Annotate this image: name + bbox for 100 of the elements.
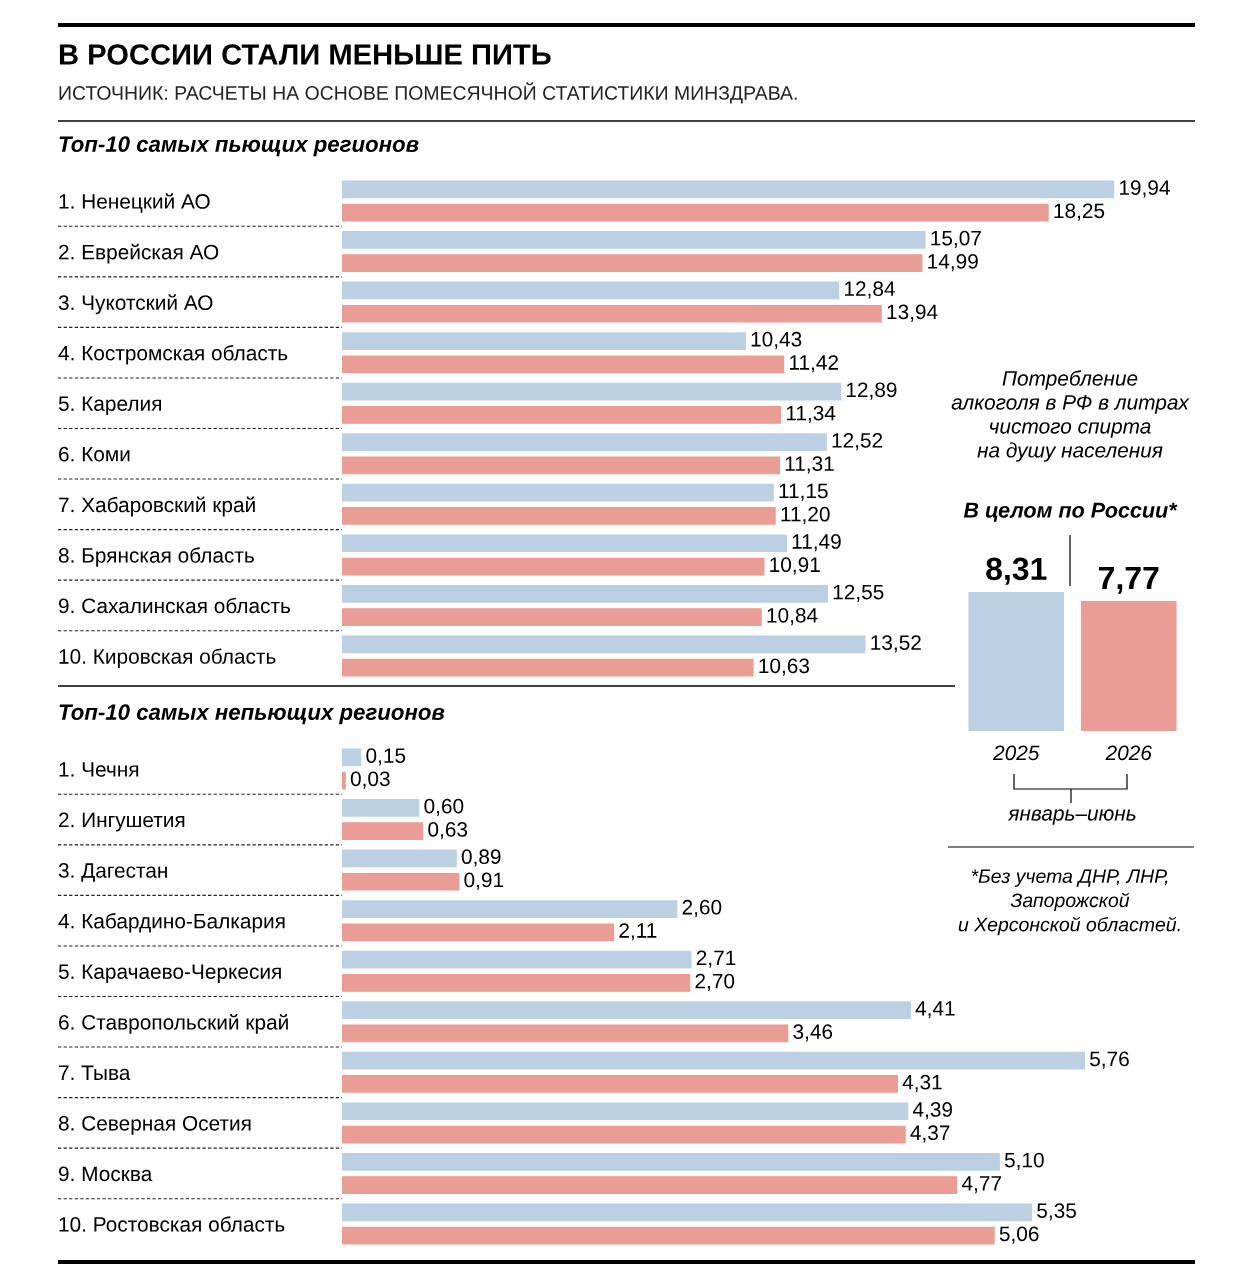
data-label: 11,31 xyxy=(785,456,834,474)
data-label: 5,35 xyxy=(1037,1203,1076,1221)
bar xyxy=(342,203,1049,222)
bar xyxy=(342,658,754,677)
y-tick-label: 10. Ростовская область xyxy=(59,1216,285,1232)
bar xyxy=(342,635,866,654)
data-label: 15,07 xyxy=(931,230,981,248)
bar xyxy=(342,900,678,918)
bar xyxy=(342,231,926,249)
bar xyxy=(342,1024,789,1043)
data-label: 11,42 xyxy=(790,355,838,373)
bar xyxy=(342,923,615,942)
data-label: 0,89 xyxy=(461,849,501,867)
y-tick-label: 2. Ингушетия xyxy=(59,812,185,832)
bar xyxy=(342,771,346,790)
data-label: 10,63 xyxy=(759,658,810,676)
data-label: 4,31 xyxy=(902,1074,942,1093)
bar xyxy=(342,507,776,525)
y-tick-label: 2. Еврейская АО xyxy=(59,243,219,264)
data-label: 5,76 xyxy=(1090,1051,1129,1069)
y-tick-label: 4. Костромская область xyxy=(58,345,288,365)
data-label: 0,60 xyxy=(424,798,464,816)
bar xyxy=(342,406,782,424)
data-label: 0,63 xyxy=(428,822,468,840)
annotation: *Без учета ДНР, ЛНР, Запорожской и Херсонской областей. xyxy=(958,869,1180,936)
bar xyxy=(342,557,765,576)
data-label: 14,99 xyxy=(928,254,978,272)
chart-title: В РОССИИ СТАЛИ МЕНЬШЕ ПИТЬ xyxy=(59,44,551,65)
data-label: 8,31 xyxy=(986,557,1047,585)
bar xyxy=(342,1075,898,1093)
data-label: 2,60 xyxy=(682,899,722,918)
bar xyxy=(342,355,785,374)
data-label: 10,91 xyxy=(770,557,820,575)
data-label: 13,52 xyxy=(871,635,921,653)
data-label: 3,46 xyxy=(793,1024,833,1042)
data-label: 5,10 xyxy=(1004,1152,1044,1170)
bar xyxy=(342,974,691,992)
data-label: 18,25 xyxy=(1054,203,1105,221)
y-tick-label: 9. Москва xyxy=(58,1166,153,1182)
data-label: 11,20 xyxy=(781,506,830,525)
data-label: 5,06 xyxy=(999,1226,1039,1244)
x-tick-label: 2025 xyxy=(992,745,1040,761)
bar xyxy=(342,1152,1000,1171)
bar xyxy=(342,584,829,603)
data-label: 4,39 xyxy=(912,1102,953,1120)
bar xyxy=(342,382,842,401)
y-tick-label: 5. Карелия xyxy=(58,396,161,416)
y-tick-label: 7. Хабаровский край xyxy=(59,496,255,517)
y-tick-label: 8. Северная Осетия xyxy=(58,1115,251,1135)
bar xyxy=(342,1176,958,1194)
bar xyxy=(342,483,774,502)
data-label: 13,94 xyxy=(887,304,938,322)
data-label: 2,71 xyxy=(696,950,736,968)
bar xyxy=(342,799,420,817)
bar xyxy=(342,433,827,451)
bar xyxy=(342,849,457,868)
y-tick-label: 4. Кабардино-Балкария xyxy=(58,913,285,933)
text: ИСТОЧНИК: РАСЧЕТЫ НА ОСНОВЕ ПОМЕСЯЧНОЙ СТАТИСТИКИ МИНЗДРАВА. xyxy=(59,82,797,104)
y-tick-label: 6. Коми xyxy=(59,446,130,462)
bar xyxy=(342,1203,1033,1222)
data-label: 2,11 xyxy=(619,923,657,941)
data-label: 12,89 xyxy=(846,382,897,400)
y-tick-label: 3. Чукотский АО xyxy=(58,294,213,315)
y-tick-label: 1. Ненецкий АО xyxy=(59,193,210,213)
bar xyxy=(342,254,923,273)
chart-title: Топ-10 самых непьющих регионов xyxy=(59,704,445,725)
data-label: 19,94 xyxy=(1119,180,1170,198)
data-label: 12,52 xyxy=(832,432,883,451)
bar xyxy=(342,1001,911,1019)
bar xyxy=(342,281,840,300)
data-label: 7,77 xyxy=(1099,566,1159,594)
y-tick-label: 7. Тыва xyxy=(59,1065,131,1081)
y-tick-label: 5. Карачаево-Черкесия xyxy=(58,964,281,984)
bar xyxy=(342,1125,906,1144)
data-label: 11,49 xyxy=(792,534,841,552)
bar xyxy=(342,180,1115,199)
data-label: 4,41 xyxy=(915,1001,955,1019)
chart-subtitle: Топ-10 самых пьющих регионов xyxy=(59,136,419,157)
data-label: 4,37 xyxy=(910,1125,950,1143)
bar xyxy=(342,748,362,767)
data-label: 10,43 xyxy=(751,331,802,350)
bar xyxy=(342,456,780,475)
bar xyxy=(342,1102,909,1121)
bar xyxy=(342,1226,995,1245)
bar xyxy=(342,304,882,323)
bar xyxy=(342,872,460,891)
y-tick-label: 6. Ставропольский край xyxy=(59,1014,288,1034)
chart-subtitle: В целом по России* xyxy=(963,502,1178,522)
data-label: 12,55 xyxy=(833,584,884,602)
y-tick-label: 9. Сахалинская область xyxy=(58,597,291,614)
data-label: 11,34 xyxy=(786,405,836,423)
data-label: 10,84 xyxy=(767,607,818,626)
data-label: 0,03 xyxy=(350,771,390,789)
y-tick-label: 1. Чечня xyxy=(59,762,139,777)
y-tick-label: 3. Дагестан xyxy=(58,863,167,882)
bar xyxy=(342,950,692,969)
bar xyxy=(342,608,762,626)
data-label: 4,77 xyxy=(961,1176,1001,1194)
y-tick-label: 10. Кировская область xyxy=(59,648,276,668)
data-label: 0,15 xyxy=(366,748,406,766)
